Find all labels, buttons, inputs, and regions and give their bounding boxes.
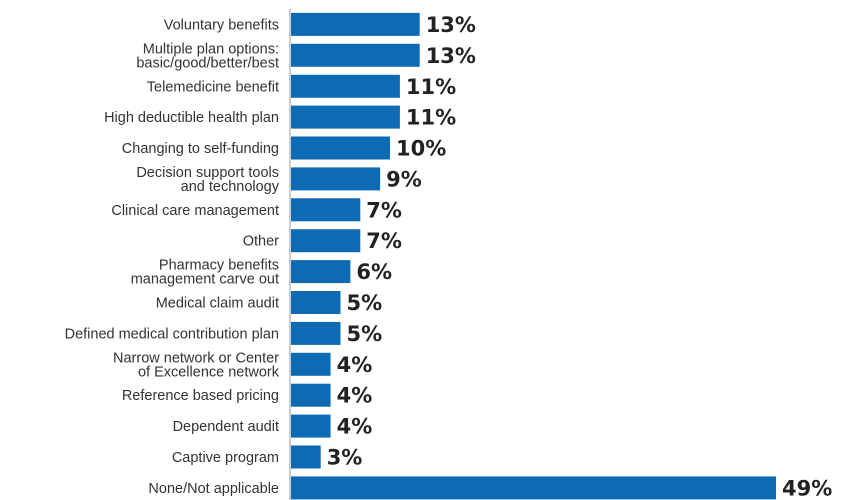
data-label: 4% <box>337 415 373 439</box>
bar <box>291 260 351 284</box>
category-label-line: Voluntary benefits <box>164 17 279 33</box>
bar <box>291 291 341 314</box>
category-label: Telemedicine benefit <box>147 79 279 95</box>
data-label: 7% <box>366 198 402 222</box>
bar <box>291 198 361 222</box>
category-label: Pharmacy benefits management carve out <box>131 258 279 288</box>
bar <box>291 136 390 160</box>
data-label: 11% <box>406 106 456 130</box>
data-label: 4% <box>337 384 373 408</box>
bar <box>291 167 381 191</box>
category-label-line: Captive program <box>172 450 279 466</box>
category-labels-group: Voluntary benefits Multiple plan options:… <box>65 17 280 497</box>
bar <box>291 414 331 438</box>
category-label: None/Not applicable <box>148 481 279 497</box>
category-label-line: Changing to self-funding <box>122 141 279 157</box>
category-label-line: Dependent audit <box>173 419 279 435</box>
bar <box>291 383 331 407</box>
bar <box>291 74 400 98</box>
category-label-line: Decision support tools <box>136 165 279 181</box>
category-label: Narrow network or Center of Excellence ne… <box>113 350 280 380</box>
category-label: Changing to self-funding <box>122 141 279 157</box>
data-label: 9% <box>386 167 422 191</box>
category-label-line: Multiple plan options: <box>143 41 279 57</box>
category-label: Clinical care management <box>111 203 279 219</box>
data-label: 7% <box>366 229 402 253</box>
category-label: High deductible health plan <box>104 110 279 126</box>
bar <box>291 229 361 253</box>
data-label: 6% <box>356 260 392 284</box>
bar <box>291 105 400 129</box>
category-label: Other <box>243 234 279 250</box>
category-label-line: Clinical care management <box>111 203 279 219</box>
bar <box>291 12 420 36</box>
bar <box>291 43 420 67</box>
category-label: Multiple plan options: basic/good/better/… <box>136 41 279 71</box>
data-label: 13% <box>426 13 476 37</box>
data-label: 3% <box>327 446 363 470</box>
category-label: Captive program <box>172 450 279 466</box>
category-label-line: and technology <box>181 179 280 195</box>
data-label: 4% <box>337 353 373 377</box>
data-label: 5% <box>347 322 383 346</box>
category-label: Voluntary benefits <box>164 17 279 33</box>
category-label-line: Pharmacy benefits <box>159 258 279 274</box>
bar <box>291 321 341 345</box>
category-label-line: Telemedicine benefit <box>147 79 279 95</box>
bar <box>291 445 321 469</box>
category-label-line: of Excellence network <box>138 364 280 380</box>
data-label: 13% <box>426 44 476 68</box>
bar <box>291 352 331 376</box>
category-label-line: None/Not applicable <box>148 481 279 497</box>
category-label: Defined medical contribution plan <box>65 326 279 342</box>
category-label-line: High deductible health plan <box>104 110 279 126</box>
category-label-line: management carve out <box>131 272 279 288</box>
category-label: Medical claim audit <box>156 296 279 312</box>
category-label: Decision support tools and technology <box>136 165 279 195</box>
category-label-line: Narrow network or Center <box>113 350 279 366</box>
category-label: Reference based pricing <box>122 388 279 404</box>
data-label: 10% <box>396 137 446 161</box>
category-label-line: Reference based pricing <box>122 388 279 404</box>
bars-group <box>291 12 776 500</box>
value-labels-group: 13% 13% 11% 11% 10% 9% 7% 7% 6% 5% 5% 4% 4% 4% 3% 49% <box>327 13 833 500</box>
bar <box>291 476 776 500</box>
category-label-line: basic/good/better/best <box>136 55 279 71</box>
category-label-line: Other <box>243 234 279 250</box>
data-label: 49% <box>782 476 832 500</box>
category-label-line: Defined medical contribution plan <box>65 326 279 342</box>
category-label-line: Medical claim audit <box>156 296 279 312</box>
data-label: 11% <box>406 75 456 99</box>
category-label: Dependent audit <box>173 419 279 435</box>
data-label: 5% <box>347 291 383 315</box>
